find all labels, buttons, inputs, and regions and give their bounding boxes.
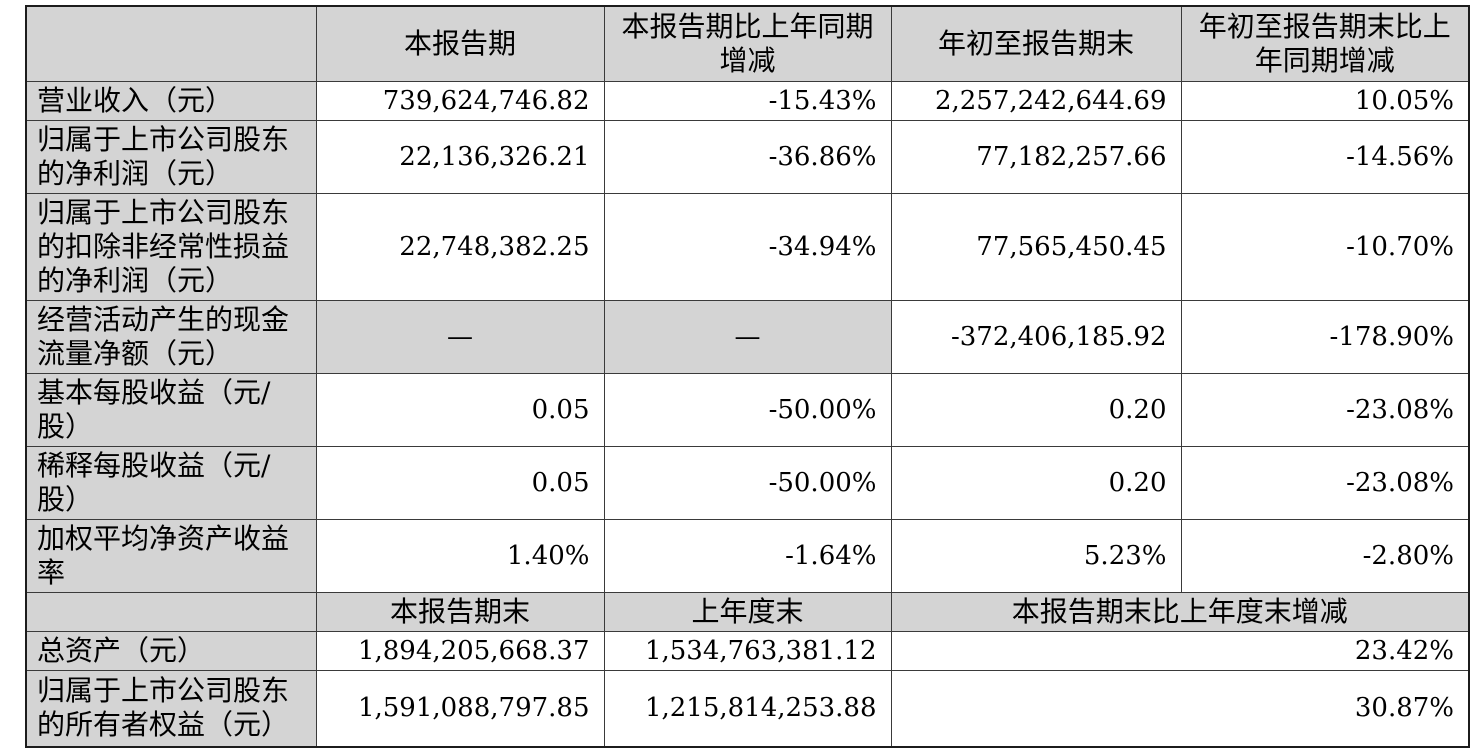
cell-prior-year-end: 1,534,763,381.12 (603, 630, 892, 671)
cell-ytd: 77,182,257.66 (890, 119, 1182, 194)
cell-ytd-yoy: -2.80% (1180, 518, 1470, 593)
table-header-row: 本报告期 本报告期比上年同期增减 年初至报告期末 年初至报告期末比上年同期增减 (25, 5, 1470, 82)
cell-current: 22,136,326.21 (315, 119, 605, 194)
row-label: 基本每股收益（元/股） (25, 372, 317, 447)
header-blank-cell (25, 5, 317, 82)
table-row-basic-eps: 基本每股收益（元/股） 0.05 -50.00% 0.20 -23.08% (25, 372, 1470, 447)
cell-ytd-yoy: -178.90% (1180, 299, 1470, 374)
table-row-revenue: 营业收入（元） 739,624,746.82 -15.43% 2,257,242… (25, 80, 1470, 121)
header-ytd: 年初至报告期末 (890, 5, 1182, 82)
row-label: 总资产（元） (25, 630, 317, 671)
row-label: 归属于上市公司股东的所有者权益（元） (25, 669, 317, 748)
cell-current-yoy: -50.00% (603, 445, 892, 520)
cell-current-yoy: -34.94% (603, 192, 892, 301)
cell-current: 1.40% (315, 518, 605, 593)
cell-ytd-yoy: 10.05% (1180, 80, 1470, 121)
cell-current: 739,624,746.82 (315, 80, 605, 121)
subheader-prior-year-end: 上年度末 (603, 591, 892, 632)
cell-current-yoy: -1.64% (603, 518, 892, 593)
row-label: 营业收入（元） (25, 80, 317, 121)
cell-current-yoy: -15.43% (603, 80, 892, 121)
subheader-change: 本报告期末比上年度末增减 (890, 591, 1470, 632)
cell-current: 0.05 (315, 372, 605, 447)
cell-prior-year-end: 1,215,814,253.88 (603, 669, 892, 748)
cell-ytd: 77,565,450.45 (890, 192, 1182, 301)
cell-period-end: 1,894,205,668.37 (315, 630, 605, 671)
cell-ytd-yoy: -23.08% (1180, 372, 1470, 447)
table-row-total-assets: 总资产（元） 1,894,205,668.37 1,534,763,381.12… (25, 630, 1470, 671)
table-row-operating-cash-flow: 经营活动产生的现金流量净额（元） — — -372,406,185.92 -17… (25, 299, 1470, 374)
row-label: 加权平均净资产收益率 (25, 518, 317, 593)
subheader-period-end: 本报告期末 (315, 591, 605, 632)
cell-ytd-yoy: -23.08% (1180, 445, 1470, 520)
row-label: 经营活动产生的现金流量净额（元） (25, 299, 317, 374)
cell-ytd: 0.20 (890, 445, 1182, 520)
table-row-weighted-avg-roe: 加权平均净资产收益率 1.40% -1.64% 5.23% -2.80% (25, 518, 1470, 593)
cell-current-yoy: -50.00% (603, 372, 892, 447)
cell-current-dash: — (315, 299, 605, 374)
table-row-net-profit-excl-nonrecurring: 归属于上市公司股东的扣除非经常性损益的净利润（元） 22,748,382.25 … (25, 192, 1470, 301)
cell-current: 22,748,382.25 (315, 192, 605, 301)
cell-current-yoy: -36.86% (603, 119, 892, 194)
row-label: 归属于上市公司股东的净利润（元） (25, 119, 317, 194)
header-current-period-yoy: 本报告期比上年同期增减 (603, 5, 892, 82)
cell-current: 0.05 (315, 445, 605, 520)
table-subheader-row: 本报告期末 上年度末 本报告期末比上年度末增减 (25, 591, 1470, 632)
row-label: 稀释每股收益（元/股） (25, 445, 317, 520)
cell-ytd: 0.20 (890, 372, 1182, 447)
table-row-net-profit: 归属于上市公司股东的净利润（元） 22,136,326.21 -36.86% 7… (25, 119, 1470, 194)
header-ytd-yoy: 年初至报告期末比上年同期增减 (1180, 5, 1470, 82)
cell-current-yoy-dash: — (603, 299, 892, 374)
cell-ytd: -372,406,185.92 (890, 299, 1182, 374)
cell-change: 30.87% (890, 669, 1470, 748)
row-label: 归属于上市公司股东的扣除非经常性损益的净利润（元） (25, 192, 317, 301)
cell-ytd-yoy: -14.56% (1180, 119, 1470, 194)
cell-ytd-yoy: -10.70% (1180, 192, 1470, 301)
cell-change: 23.42% (890, 630, 1470, 671)
cell-period-end: 1,591,088,797.85 (315, 669, 605, 748)
table-row-owners-equity: 归属于上市公司股东的所有者权益（元） 1,591,088,797.85 1,21… (25, 669, 1470, 748)
cell-ytd: 5.23% (890, 518, 1182, 593)
header-current-period: 本报告期 (315, 5, 605, 82)
subheader-blank-cell (25, 591, 317, 632)
table-row-diluted-eps: 稀释每股收益（元/股） 0.05 -50.00% 0.20 -23.08% (25, 445, 1470, 520)
cell-ytd: 2,257,242,644.69 (890, 80, 1182, 121)
financial-summary-table: 本报告期 本报告期比上年同期增减 年初至报告期末 年初至报告期末比上年同期增减 … (25, 5, 1470, 748)
